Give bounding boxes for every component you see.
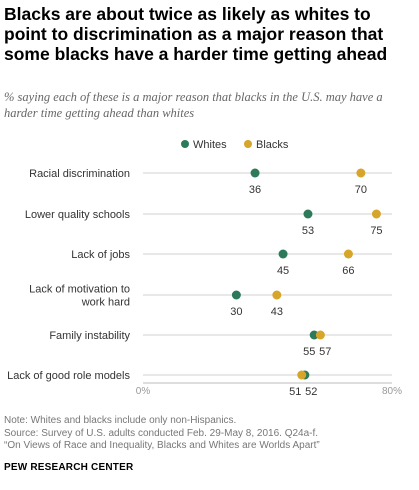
dot-whites — [278, 249, 288, 259]
legend-label-blacks: Blacks — [256, 139, 289, 151]
dot-whites — [309, 330, 319, 340]
value-label-whites: 45 — [277, 265, 289, 277]
dot-blacks — [315, 330, 325, 340]
chart-subtitle: % saying each of these is a major reason… — [4, 90, 383, 120]
value-label-blacks: 75 — [370, 225, 382, 237]
x-tick-label: 80% — [382, 386, 402, 397]
source-line: Source: Survey of U.S. adults conducted … — [4, 427, 319, 439]
category-label: Lack of jobs — [71, 249, 130, 261]
value-label-whites: 55 — [303, 346, 315, 358]
dot-plot: Whites Blacks Racial discrimination Lower q… — [7, 139, 402, 398]
chart-title: Blacks are about twice as likely as whit… — [4, 4, 388, 64]
category-label: Family instability — [49, 330, 130, 342]
note-line: Note: Whites and blacks include only non… — [4, 415, 237, 426]
value-label-blacks: 57 — [319, 346, 331, 358]
legend-label-whites: Whites — [193, 139, 227, 151]
value-label-whites: 36 — [249, 184, 261, 196]
dot-blacks — [356, 168, 366, 178]
value-label-whites: 52 — [305, 386, 317, 398]
value-label-blacks: 51 — [289, 386, 301, 398]
category-label: Lower quality schools — [25, 209, 131, 221]
legend-marker-blacks — [244, 140, 252, 148]
brand-label: PEW RESEARCH CENTER — [4, 462, 134, 473]
dot-whites — [303, 209, 313, 219]
value-label-blacks: 43 — [271, 306, 283, 318]
value-label-whites: 53 — [302, 225, 314, 237]
category-label: Racial discrimination — [29, 168, 130, 180]
value-label-blacks: 66 — [342, 265, 354, 277]
dot-blacks — [343, 249, 353, 259]
value-label-blacks: 70 — [355, 184, 367, 196]
notes: Note: Whites and blacks include only non… — [4, 415, 416, 453]
category-label: work hard — [81, 297, 130, 309]
report-title-line: “On Views of Race and Inequality, Blacks… — [4, 440, 320, 451]
x-tick-label: 0% — [136, 386, 151, 397]
dot-blacks — [272, 290, 282, 300]
category-label: Lack of good role models — [7, 370, 130, 382]
category-label: Lack of motivation to — [29, 284, 130, 296]
value-label-whites: 30 — [230, 306, 242, 318]
dot-whites — [250, 168, 260, 178]
dot-blacks — [297, 370, 307, 380]
dot-whites — [231, 290, 241, 300]
legend-marker-whites — [181, 140, 189, 148]
dot-blacks — [371, 209, 381, 219]
